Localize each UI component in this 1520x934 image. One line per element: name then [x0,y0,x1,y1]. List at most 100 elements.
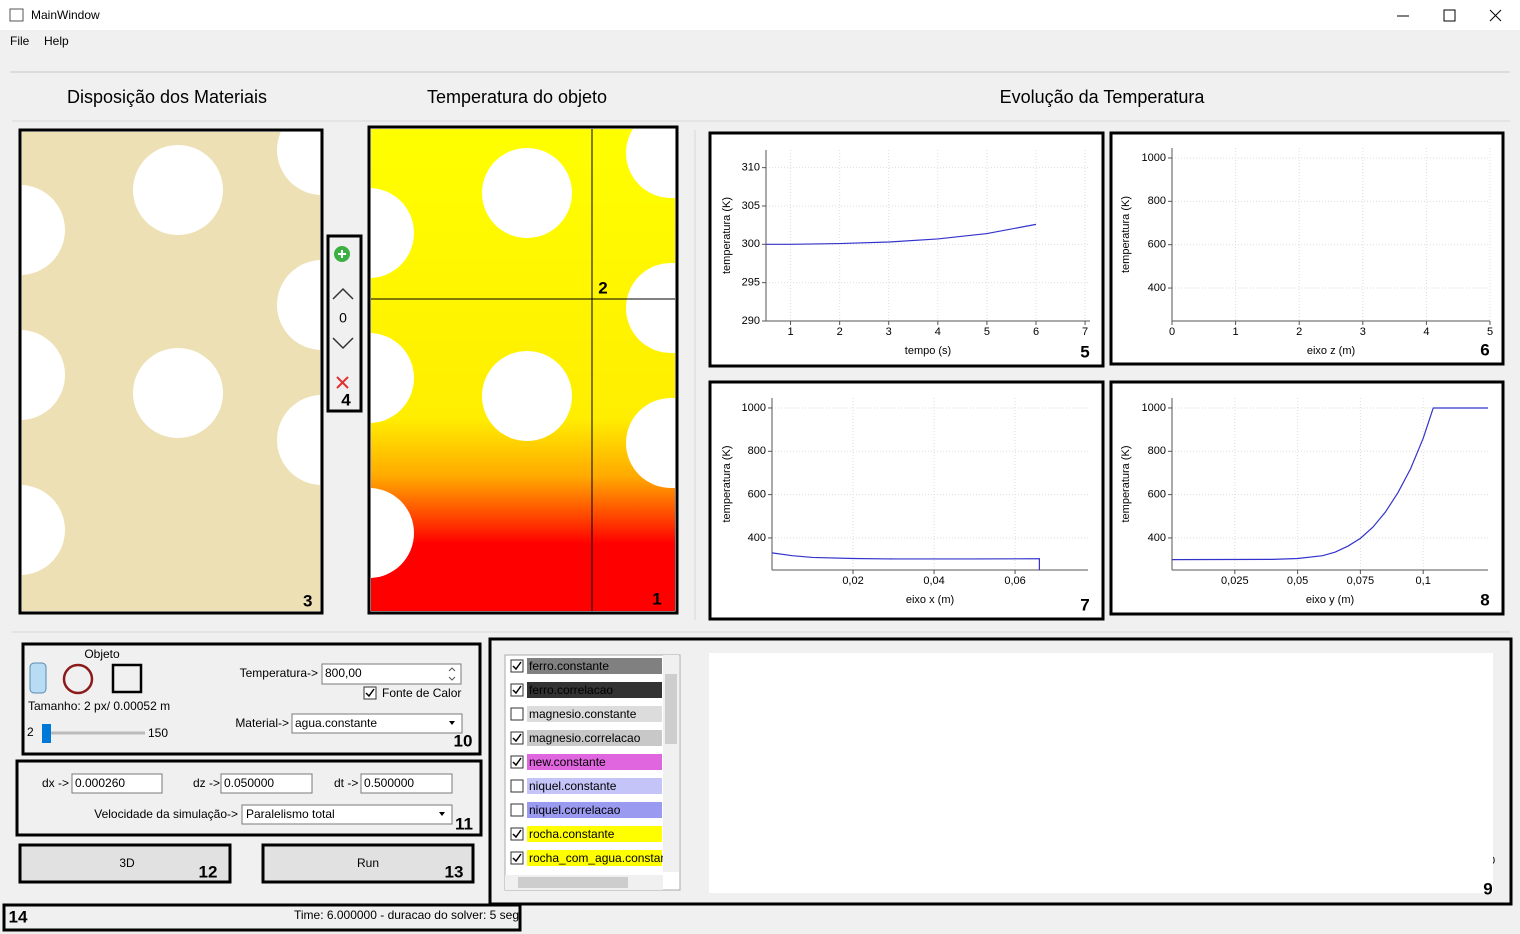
size-label: Tamanho: 2 px/ 0.00052 m [28,699,170,713]
legend-checkbox[interactable] [510,851,524,865]
menu-item[interactable]: Help [44,34,69,48]
legend-swatch [527,706,662,722]
x-tick-label: 4 [935,326,941,338]
legend-checkbox[interactable] [510,779,524,793]
panel-number: 2 [598,278,607,297]
x-tick-label: 3 [1360,326,1366,338]
temperature-canvas[interactable] [324,108,716,611]
temperature-value: 800,00 [325,666,362,680]
material-combo[interactable] [291,713,463,734]
hole [133,348,223,438]
plot-background [710,133,1103,366]
brush-tool[interactable] [29,662,47,694]
x-tick-label: 0,05 [1287,575,1308,587]
layer-down-button[interactable] [332,337,354,350]
hole [371,333,414,423]
y-tick-label: 400 [1148,282,1166,294]
scroll-thumb[interactable] [518,877,628,888]
dx-value: 0.000260 [75,776,125,790]
legend-swatch [527,682,662,698]
y-axis-label: temperatura (K) [1120,196,1132,273]
temperature-input[interactable] [321,663,462,685]
check-mark [512,733,522,743]
plot-background [1111,133,1503,364]
temperature-line [766,223,1037,245]
maximize-button[interactable] [1443,9,1456,22]
dz-label: dz -> [193,776,220,790]
layer-up-button[interactable] [332,287,354,300]
x-tick-label: 0,1 [1416,575,1431,587]
heat-source-checkbox[interactable] [363,686,377,700]
layer-value: 0 [339,310,347,326]
dt-value: 0.500000 [364,776,414,790]
legend-checkbox[interactable] [510,803,524,817]
spin-arrows[interactable] [448,667,456,681]
panel-frame [21,642,482,756]
y-axis-label: temperatura (K) [721,445,733,522]
plot-background [1111,382,1503,614]
legend-swatch [527,778,662,794]
speed-combo[interactable] [241,804,453,825]
hole [626,398,675,488]
dx-input[interactable] [71,773,163,794]
dt-label: dt -> [334,776,358,790]
legend-swatch [527,730,662,746]
panel-number: 7 [1080,595,1089,614]
legend-checkbox[interactable] [510,827,524,841]
materials-canvas[interactable] [0,105,367,611]
hole [277,260,320,350]
delete-layer-button[interactable] [336,376,349,389]
hole [626,263,675,353]
legend-checkbox[interactable] [510,731,524,745]
panel-number: 13 [445,862,464,881]
dz-input[interactable] [220,773,313,794]
slider-min: 2 [27,725,34,739]
dx-label: dx -> [42,776,69,790]
hole [626,129,675,198]
legend-checkbox[interactable] [510,683,524,697]
legend-checkbox[interactable] [510,659,524,673]
panel-number: 14 [9,907,28,926]
check-mark [512,661,522,671]
button-run[interactable] [261,843,475,884]
legend-checkbox[interactable] [510,755,524,769]
x-tick-label: 0,025 [1221,575,1249,587]
y-tick-label: 310 [742,162,760,174]
slider-max: 150 [148,726,168,740]
panel-frame [1109,380,1505,616]
dt-input[interactable] [360,773,453,794]
menu-item[interactable]: File [10,34,30,48]
title-bar [0,0,1520,30]
x-tick-label: 5 [984,326,990,338]
panel-number: 10 [454,731,473,750]
hole [22,485,65,575]
button-3d[interactable] [18,843,232,884]
y-tick-label: 300 [742,238,760,250]
panel-number: 12 [199,862,218,881]
check-mark [512,685,522,695]
scroll-thumb[interactable] [665,674,677,744]
size-slider[interactable] [42,724,51,743]
panel-frame [708,380,1105,621]
check-mark [365,688,375,698]
plot-background [710,382,1103,619]
x-tick-label: 5 [1487,326,1493,338]
y-axis-label: temperatura (K) [721,197,733,274]
square-tool[interactable] [111,663,143,694]
panel-frame [326,234,363,413]
y-axis-label: temperatura (K) [1120,445,1132,522]
panel-frame [488,637,1513,906]
combo-arrow [439,812,445,816]
y-tick-label: 600 [1148,239,1166,251]
x-axis-label: eixo x (m) [906,594,954,606]
legend-label: niquel.correlacao [529,803,621,817]
hole [371,488,414,578]
legend-checkbox[interactable] [510,707,524,721]
hole [133,145,223,235]
panel-number: 4 [341,390,351,409]
circle-tool[interactable] [62,663,94,695]
x-tick-label: 0 [1169,326,1175,338]
close-button[interactable] [1489,9,1502,22]
status-bar [2,903,522,932]
